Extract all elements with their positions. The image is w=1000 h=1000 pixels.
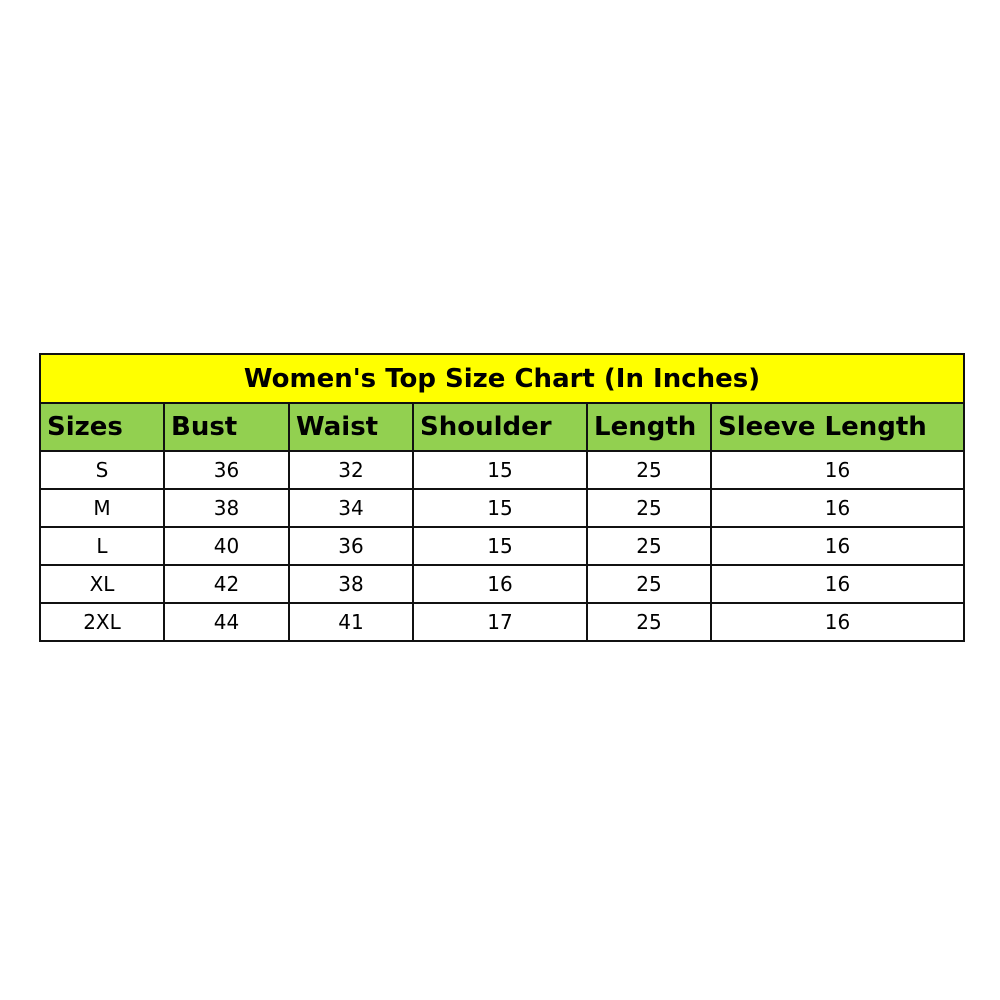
table-cell: XL — [39, 564, 165, 604]
column-header-shoulder: Shoulder — [412, 402, 588, 452]
table-row: 2XL 44 41 17 25 16 — [39, 602, 966, 642]
table-cell: 36 — [163, 450, 290, 490]
table-cell: 16 — [709, 602, 966, 642]
column-header-sizes: Sizes — [39, 402, 165, 452]
table-cell: 16 — [709, 564, 966, 604]
table-cell: 41 — [288, 602, 414, 642]
table-cell: 16 — [709, 488, 966, 528]
table-row: L 40 36 15 25 16 — [39, 526, 966, 566]
table-row: S 36 32 15 25 16 — [39, 450, 966, 490]
table-cell: 16 — [709, 450, 966, 490]
table-cell: 25 — [586, 564, 712, 604]
column-header-bust: Bust — [163, 402, 290, 452]
table-cell: 16 — [412, 564, 588, 604]
table-cell: 34 — [288, 488, 414, 528]
column-header-waist: Waist — [288, 402, 414, 452]
table-cell: S — [39, 450, 165, 490]
table-row: XL 42 38 16 25 16 — [39, 564, 966, 604]
table-cell: 38 — [288, 564, 414, 604]
table-cell: 32 — [288, 450, 414, 490]
table-cell: 36 — [288, 526, 414, 566]
table-cell: 15 — [412, 450, 588, 490]
table-cell: 42 — [163, 564, 290, 604]
table-cell: 16 — [709, 526, 966, 566]
table-cell: 44 — [163, 602, 290, 642]
column-header-sleeve-length: Sleeve Length — [709, 402, 966, 452]
table-cell: L — [39, 526, 165, 566]
table-cell: M — [39, 488, 165, 528]
column-header-length: Length — [586, 402, 712, 452]
table-cell: 25 — [586, 602, 712, 642]
table-cell: 17 — [412, 602, 588, 642]
table-cell: 15 — [412, 526, 588, 566]
table-cell: 15 — [412, 488, 588, 528]
size-chart-table: Women's Top Size Chart (In Inches) Sizes… — [38, 353, 966, 642]
table-cell: 40 — [163, 526, 290, 566]
table-cell: 25 — [586, 526, 712, 566]
table-cell: 25 — [586, 488, 712, 528]
table-cell: 25 — [586, 450, 712, 490]
table-row: M 38 34 15 25 16 — [39, 488, 966, 528]
table-cell: 2XL — [39, 602, 165, 642]
header-row: Sizes Bust Waist Shoulder Length Sleeve Lengt… — [39, 402, 966, 452]
table-cell: 38 — [163, 488, 290, 528]
table-title: Women's Top Size Chart (In Inches) — [38, 353, 966, 404]
